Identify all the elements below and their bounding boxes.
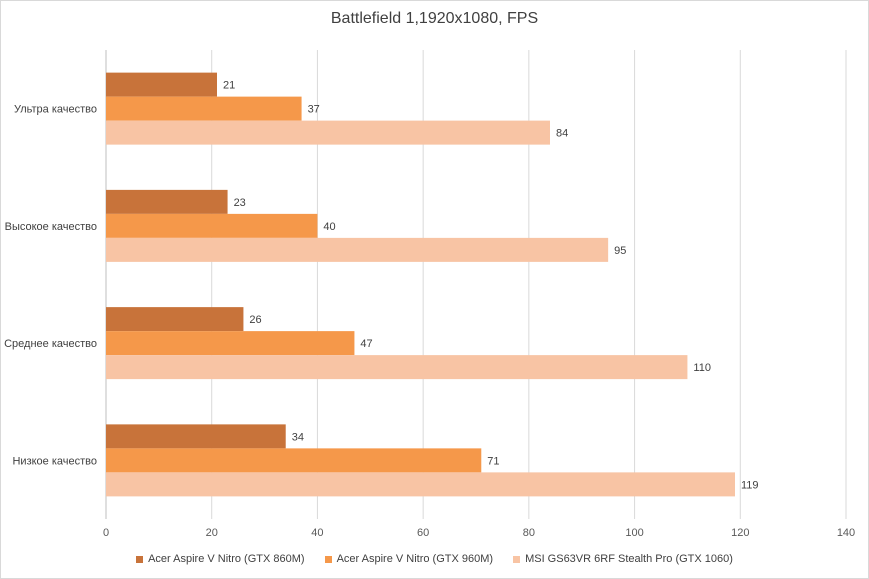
x-tick-label: 140 (837, 527, 855, 539)
legend-item: Acer Aspire V Nitro (GTX 960M) (324, 553, 494, 565)
legend-swatch (324, 555, 332, 563)
category-label: Ультра качество (14, 104, 97, 116)
data-label: 47 (360, 338, 372, 350)
data-label: 40 (323, 221, 335, 233)
legend-item: MSI GS63VR 6RF Stealth Pro (GTX 1060) (513, 553, 733, 565)
legend-label: Acer Aspire V Nitro (GTX 860M) (148, 553, 305, 565)
bar (106, 307, 244, 332)
data-label: 110 (693, 362, 711, 374)
data-label: 119 (741, 479, 759, 491)
x-tick-label: 100 (625, 527, 643, 539)
chart-legend: Acer Aspire V Nitro (GTX 860M) Acer Aspir… (0, 553, 869, 565)
bar (106, 237, 609, 262)
legend-label: MSI GS63VR 6RF Stealth Pro (GTX 1060) (525, 553, 733, 565)
x-tick-label: 20 (206, 527, 218, 539)
category-label: Низкое качество (12, 455, 97, 467)
legend-item: Acer Aspire V Nitro (GTX 860M) (136, 553, 305, 565)
x-tick-label: 80 (523, 527, 535, 539)
bar (106, 120, 550, 145)
data-label: 34 (292, 431, 304, 443)
x-tick-label: 40 (311, 527, 323, 539)
bar (106, 331, 355, 356)
legend-swatch (513, 555, 521, 563)
legend-swatch (136, 555, 144, 563)
data-label: 26 (249, 314, 261, 326)
x-tick-label: 120 (731, 527, 749, 539)
bar (106, 189, 228, 214)
bar (106, 213, 318, 238)
x-tick-label: 60 (417, 527, 429, 539)
data-label: 23 (234, 197, 246, 209)
bar (106, 355, 688, 380)
data-label: 71 (487, 455, 499, 467)
category-label: Среднее качество (4, 338, 97, 350)
bar (106, 96, 302, 121)
bar (106, 72, 217, 97)
data-label: 21 (223, 80, 235, 92)
chart-title: Battlefield 1,1920x1080, FPS (330, 10, 539, 27)
legend-label: Acer Aspire V Nitro (GTX 960M) (336, 553, 494, 565)
bar (106, 472, 735, 497)
x-tick-label: 0 (103, 527, 109, 539)
data-label: 84 (556, 128, 568, 140)
bar (106, 424, 286, 449)
category-label: Высокое качество (5, 221, 97, 233)
bar (106, 448, 482, 473)
data-label: 37 (308, 104, 320, 116)
data-label: 95 (614, 245, 626, 257)
